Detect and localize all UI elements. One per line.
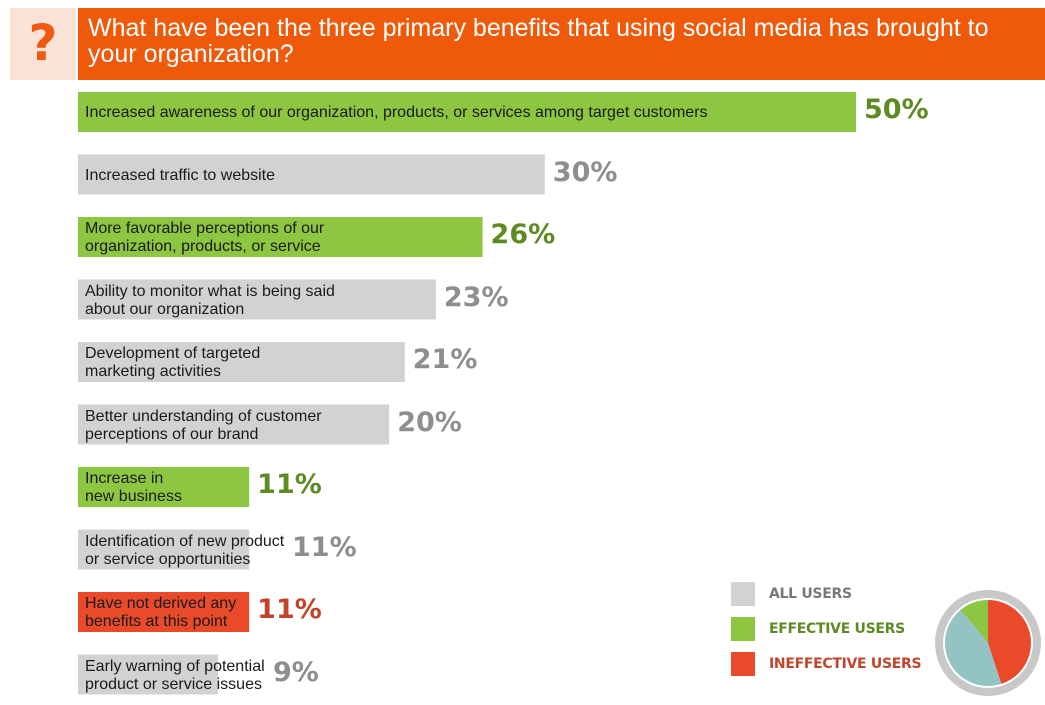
bar-label-line: Have not derived any [85,595,237,612]
bar-label-line: Increased traffic to website [85,166,276,184]
value-label-9: 11% [257,594,322,625]
legend-swatch-all [731,582,755,606]
bar-label-line: benefits at this point [85,613,228,630]
bar-label-10: Early warning of potential product or ser… [85,658,265,694]
bar-label-line: perceptions of our brand [85,425,259,443]
bar-label-line: Development of targeted [85,345,261,362]
bar-label-line: More favorable perceptions of our [85,220,325,237]
bar-label-line: product or service issues [85,675,262,693]
bar-label-line: new business [85,488,182,505]
bar-4 [78,279,436,320]
bar-label-3: More favorable perceptions of our organiz… [85,220,324,256]
bar-8 [78,529,250,570]
bar-1 [78,92,856,132]
bar-6 [78,404,390,445]
bar-label-line: marketing activities [85,363,222,380]
pie-slice-ineffective [988,600,1031,684]
bar-label-2: Increased traffic to website [85,167,275,185]
bar-9 [78,592,250,632]
bar-label-5: Development of targeted marketing activit… [85,345,260,381]
question-mark-icon: ? [28,14,58,72]
legend-swatch-ineffective [731,652,755,676]
value-label-10: 9% [273,656,319,688]
pie-slice-teal [945,609,1002,686]
legend-label-ineffective: INEFFECTIVE USERS [769,656,922,672]
value-label-5: 21% [412,344,478,375]
value-label-2: 30% [552,156,618,188]
value-label-6: 20% [397,406,462,438]
bar-label-line: Better understanding of customer [85,407,322,425]
bar-label-line: Increase in [85,470,164,487]
bar-label-line: Ability to monitor what is being said [85,282,335,300]
bar-label-8: Identification of new product or service … [85,533,284,569]
bar-label-line: about our organization [85,300,245,318]
legend-swatch-effective [731,617,755,641]
value-label-1: 50% [864,94,929,125]
value-label-8: 11% [292,531,357,563]
bar-7 [78,467,250,507]
legend-label-effective: EFFECTIVE USERS [769,621,905,637]
bar-label-6: Better understanding of customer percepti… [85,408,322,444]
bar-label-line: or service opportunities [85,550,251,568]
bar-label-line: Early warning of potential [85,657,265,675]
bar-10 [78,654,219,695]
value-label-4: 23% [443,281,509,313]
title-banner [78,8,1045,80]
bar-label-line: organization, products, or service [85,238,321,255]
bar-label-4: Ability to monitor what is being said abo… [85,283,335,319]
bar-label-9: Have not derived any benefits at this poi… [85,595,236,631]
pie-slice-effective [960,600,988,643]
bar-2 [78,154,545,195]
bar-label-line: Increased awareness of our organization,… [85,104,708,121]
bar-label-line: Identification of new product [85,532,285,550]
bar-label-1: Increased awareness of our organization,… [85,104,708,122]
bar-3 [78,217,483,257]
bar-label-7: Increase in new business [85,470,182,506]
legend-label-all: ALL USERS [769,586,852,602]
value-label-7: 11% [257,469,322,500]
question-icon-box: ? [10,8,76,80]
bar-5 [78,342,405,382]
chart-title: What have been the three primary benefit… [88,14,989,68]
value-label-3: 26% [490,219,556,250]
question-header: ? What have been the three primary benef… [10,8,1045,80]
